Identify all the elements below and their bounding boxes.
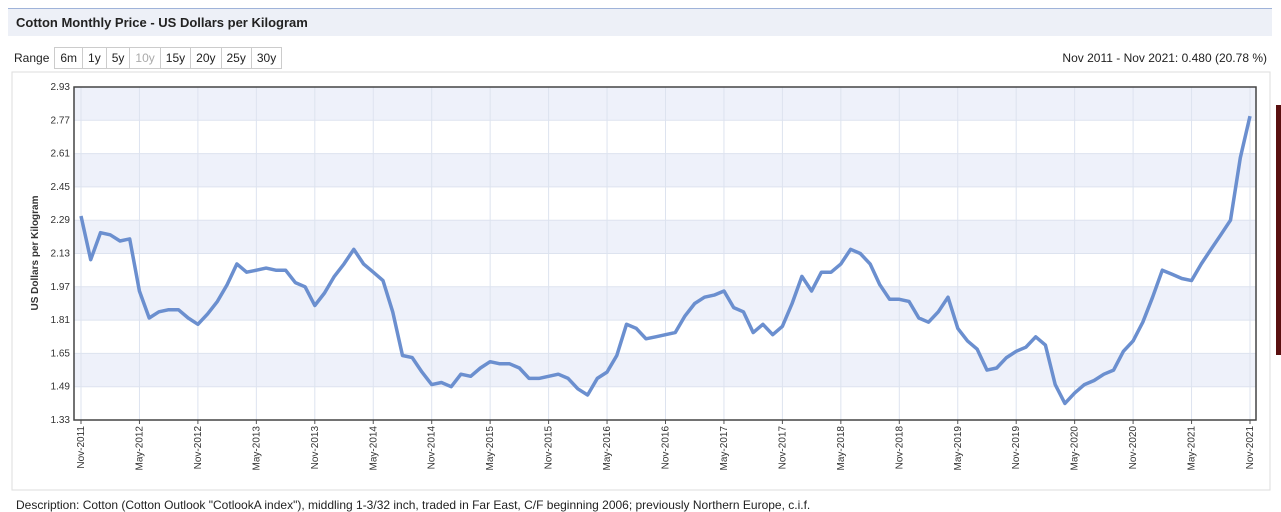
range-button[interactable]: 15y <box>159 47 192 69</box>
range-summary: Nov 2011 - Nov 2021: 0.480 (20.78 %) <box>1062 51 1267 65</box>
y-tick-label: 2.29 <box>51 215 71 226</box>
x-tick-label: Nov-2016 <box>661 426 672 470</box>
x-tick-label: Nov-2014 <box>427 426 438 470</box>
plot-border <box>73 86 1257 421</box>
range-label: Range <box>14 51 50 65</box>
x-tick-label: Nov-2011 <box>76 426 87 469</box>
y-tick-label: 2.77 <box>51 115 71 126</box>
range-button[interactable]: 6m <box>54 47 84 69</box>
y-axis-label: US Dollars per Kilogram <box>30 195 41 310</box>
y-tick-label: 1.49 <box>51 382 71 393</box>
range-button[interactable]: 25y <box>220 47 252 69</box>
y-tick-label: 2.93 <box>51 82 71 93</box>
x-tick-label: Nov-2021 <box>1245 426 1256 470</box>
y-tick-label: 1.97 <box>51 282 71 293</box>
x-tick-label: Nov-2015 <box>544 426 555 470</box>
y-tick-label: 2.45 <box>51 182 71 193</box>
x-tick-label: Nov-2012 <box>193 426 204 470</box>
y-tick-label: 1.33 <box>51 415 71 426</box>
side-edge <box>1276 105 1281 355</box>
chart-frame <box>11 71 1271 491</box>
range-button[interactable]: 30y <box>250 47 283 69</box>
x-tick-label: Nov-2020 <box>1128 426 1139 470</box>
x-tick-label: Nov-2019 <box>1011 426 1022 470</box>
x-tick-label: May-2016 <box>602 426 613 471</box>
x-tick-label: May-2021 <box>1187 426 1198 471</box>
x-tick-label: Nov-2013 <box>310 426 321 470</box>
x-tick-label: May-2018 <box>836 426 847 471</box>
x-tick-label: May-2015 <box>485 426 496 471</box>
x-tick-label: Nov-2017 <box>777 426 788 470</box>
x-tick-label: May-2014 <box>368 426 379 471</box>
x-tick-label: May-2017 <box>719 426 730 471</box>
y-tick-label: 2.61 <box>51 149 71 160</box>
description: Description: Cotton (Cotton Outlook "Cot… <box>16 498 811 512</box>
x-tick-label: May-2012 <box>134 426 145 471</box>
y-tick-label: 2.13 <box>51 249 71 260</box>
y-tick-label: 1.65 <box>51 348 71 359</box>
x-tick-label: May-2019 <box>953 426 964 471</box>
y-tick-label: 1.81 <box>51 315 71 326</box>
range-selector: Range 6m 1y 5y 10y 15y 20y 25y 30y <box>14 47 283 69</box>
x-tick-label: May-2020 <box>1070 426 1081 471</box>
header-title: Cotton Monthly Price - US Dollars per Ki… <box>8 8 1272 36</box>
x-tick-label: May-2013 <box>251 426 262 471</box>
price-line <box>79 115 1252 406</box>
x-tick-label: Nov-2018 <box>894 426 905 470</box>
